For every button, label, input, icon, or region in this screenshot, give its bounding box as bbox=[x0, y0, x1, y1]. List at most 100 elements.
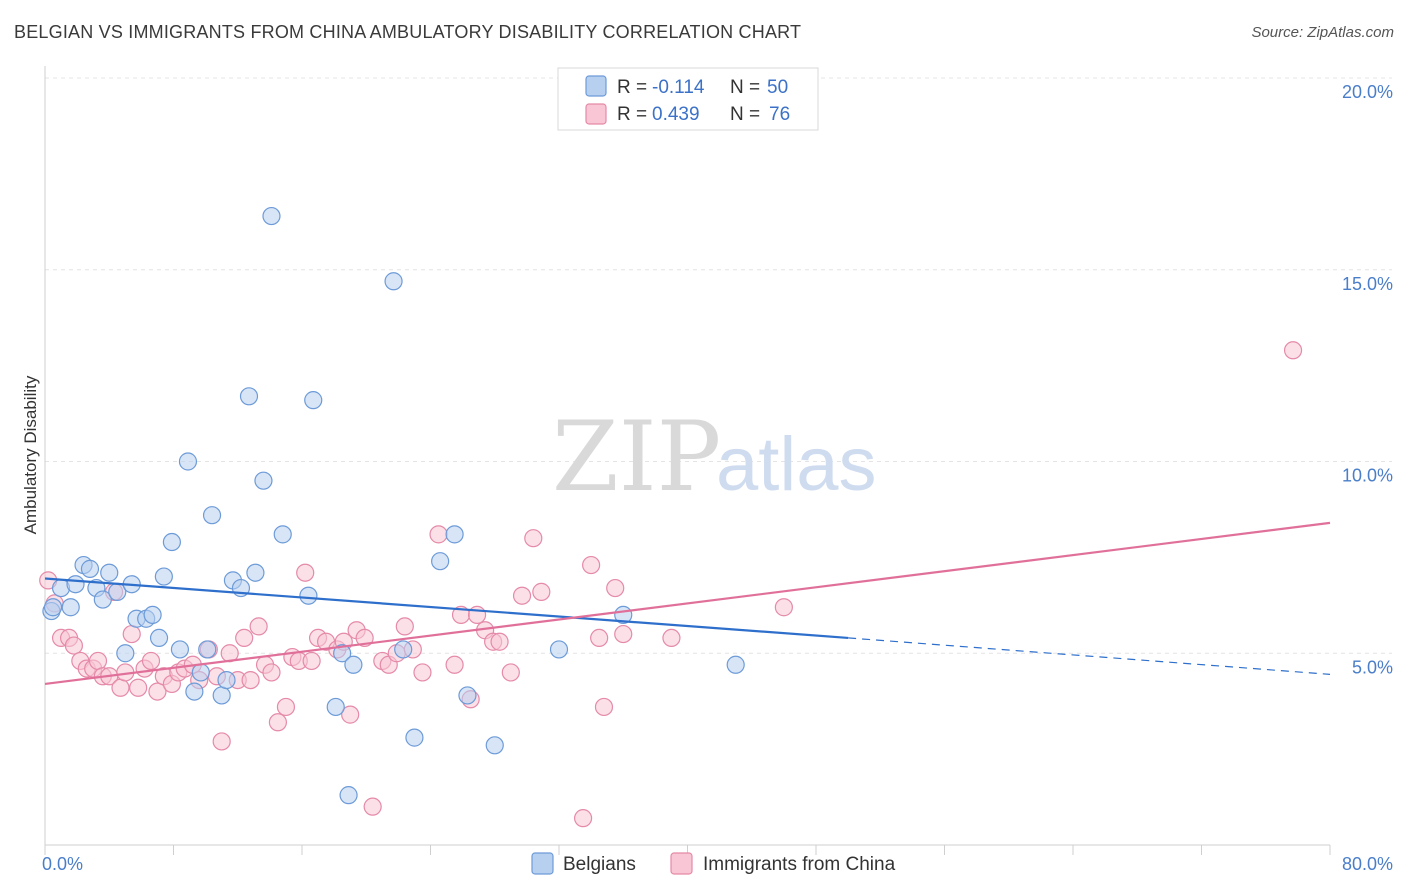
belgian-point-22 bbox=[191, 663, 210, 682]
trendlines bbox=[44, 521, 1331, 686]
china-point-75 bbox=[1283, 341, 1303, 360]
belgian-point-18 bbox=[162, 532, 181, 552]
china-point-36 bbox=[276, 697, 296, 717]
china-point-47 bbox=[355, 628, 374, 648]
belgian-point-45 bbox=[458, 686, 477, 705]
x-tick-label-0: 0.0% bbox=[42, 854, 83, 874]
china-point-35 bbox=[268, 713, 288, 732]
y-tick-label-2: 15.0% bbox=[1342, 274, 1393, 294]
china-point-67 bbox=[573, 809, 593, 828]
belgian-point-30 bbox=[246, 563, 265, 582]
axes bbox=[44, 66, 1331, 855]
source-attribution: Source: ZipAtlas.com bbox=[1251, 24, 1394, 41]
series-legend-label-belgians: Belgians bbox=[563, 854, 636, 875]
china-point-17 bbox=[141, 651, 161, 671]
china-point-64 bbox=[512, 586, 532, 605]
china-point-4 bbox=[64, 636, 84, 655]
belgian-point-35 bbox=[304, 391, 323, 410]
china-point-74 bbox=[774, 598, 793, 617]
belgian-point-17 bbox=[154, 567, 173, 586]
correlation-legend: R = -0.114 N = 50 R = 0.439 N = 76 bbox=[557, 67, 819, 131]
belgian-point-8 bbox=[93, 590, 112, 609]
belgian-point-33 bbox=[273, 525, 292, 544]
watermark: ZIP atlas bbox=[552, 401, 877, 513]
china-point-69 bbox=[590, 628, 609, 648]
belgian-point-34 bbox=[299, 586, 318, 605]
belgian-trend-extension bbox=[848, 637, 1331, 675]
series-legend-swatch-belgians bbox=[531, 852, 554, 875]
china-point-30 bbox=[235, 628, 254, 648]
x-tick-label-1: 80.0% bbox=[1342, 854, 1393, 874]
legend-n-value-0: 50 bbox=[767, 77, 788, 98]
china-point-32 bbox=[249, 617, 268, 636]
belgian-point-4 bbox=[66, 575, 85, 594]
china-point-14 bbox=[122, 624, 141, 644]
china-point-70 bbox=[594, 697, 614, 717]
belgian-points bbox=[42, 206, 745, 805]
legend-n-label-0: N = bbox=[730, 77, 760, 98]
china-point-34 bbox=[262, 663, 281, 682]
china-point-45 bbox=[341, 705, 360, 724]
series-legend-label-china: Immigrants from China bbox=[703, 854, 896, 875]
china-point-31 bbox=[241, 670, 260, 690]
belgian-point-25 bbox=[212, 686, 231, 705]
belgian-point-29 bbox=[239, 387, 259, 406]
legend-n-value-1: 76 bbox=[769, 104, 790, 125]
china-point-48 bbox=[363, 797, 382, 816]
legend-swatch-belgians bbox=[585, 75, 607, 97]
china-point-8 bbox=[88, 651, 108, 671]
y-tick-labels: 5.0% 10.0% 15.0% 20.0% bbox=[1342, 82, 1393, 677]
china-point-12 bbox=[111, 678, 130, 697]
china-point-73 bbox=[662, 628, 681, 648]
china-point-18 bbox=[148, 682, 167, 701]
belgian-point-36 bbox=[326, 697, 345, 717]
belgian-point-6 bbox=[80, 559, 100, 578]
belgian-point-42 bbox=[405, 728, 424, 747]
y-tick-label-1: 10.0% bbox=[1342, 466, 1393, 486]
belgian-point-44 bbox=[445, 525, 464, 544]
belgian-point-3 bbox=[61, 598, 80, 617]
belgian-point-20 bbox=[178, 452, 198, 471]
chart-title: BELGIAN VS IMMIGRANTS FROM CHINA AMBULAT… bbox=[14, 22, 802, 42]
y-tick-label-0: 5.0% bbox=[1352, 657, 1393, 677]
belgian-point-40 bbox=[384, 272, 403, 291]
belgian-point-11 bbox=[116, 644, 135, 663]
legend-swatch-china bbox=[585, 103, 607, 125]
belgian-point-47 bbox=[549, 640, 569, 659]
china-point-15 bbox=[129, 678, 148, 697]
belgian-point-16 bbox=[149, 628, 169, 648]
china-point-56 bbox=[445, 655, 464, 674]
china-point-66 bbox=[532, 582, 551, 601]
belgian-point-39 bbox=[344, 655, 363, 674]
y-tick-label-3: 20.0% bbox=[1342, 82, 1393, 102]
belgian-point-9 bbox=[100, 563, 119, 582]
belgian-point-15 bbox=[143, 605, 162, 625]
belgian-point-37 bbox=[333, 644, 352, 663]
belgian-point-26 bbox=[217, 670, 236, 690]
china-point-39 bbox=[296, 563, 315, 582]
china-point-54 bbox=[413, 663, 432, 682]
china-point-68 bbox=[582, 555, 601, 575]
y-axis-label: Ambulatory Disability bbox=[21, 375, 40, 534]
x-tick-labels: 0.0% 80.0% bbox=[42, 854, 1393, 874]
china-point-63 bbox=[501, 663, 520, 682]
china-point-71 bbox=[606, 578, 625, 598]
china-point-40 bbox=[302, 651, 321, 671]
belgian-point-19 bbox=[170, 640, 190, 659]
legend-r-label-0: R = bbox=[617, 77, 647, 98]
belgian-point-21 bbox=[185, 682, 204, 701]
belgian-point-31 bbox=[254, 471, 273, 490]
belgian-point-46 bbox=[485, 736, 504, 755]
china-point-72 bbox=[614, 624, 633, 644]
belgian-point-41 bbox=[394, 640, 413, 659]
china-trend-line bbox=[44, 521, 1331, 686]
belgian-point-1 bbox=[43, 598, 63, 617]
belgian-point-24 bbox=[202, 506, 222, 525]
china-point-62 bbox=[490, 632, 509, 651]
watermark-zip: ZIP bbox=[552, 401, 721, 513]
series-legend: Belgians Immigrants from China bbox=[531, 852, 896, 875]
belgian-trend-line bbox=[44, 577, 849, 640]
gridlines bbox=[45, 77, 1392, 654]
watermark-atlas: atlas bbox=[716, 422, 877, 507]
